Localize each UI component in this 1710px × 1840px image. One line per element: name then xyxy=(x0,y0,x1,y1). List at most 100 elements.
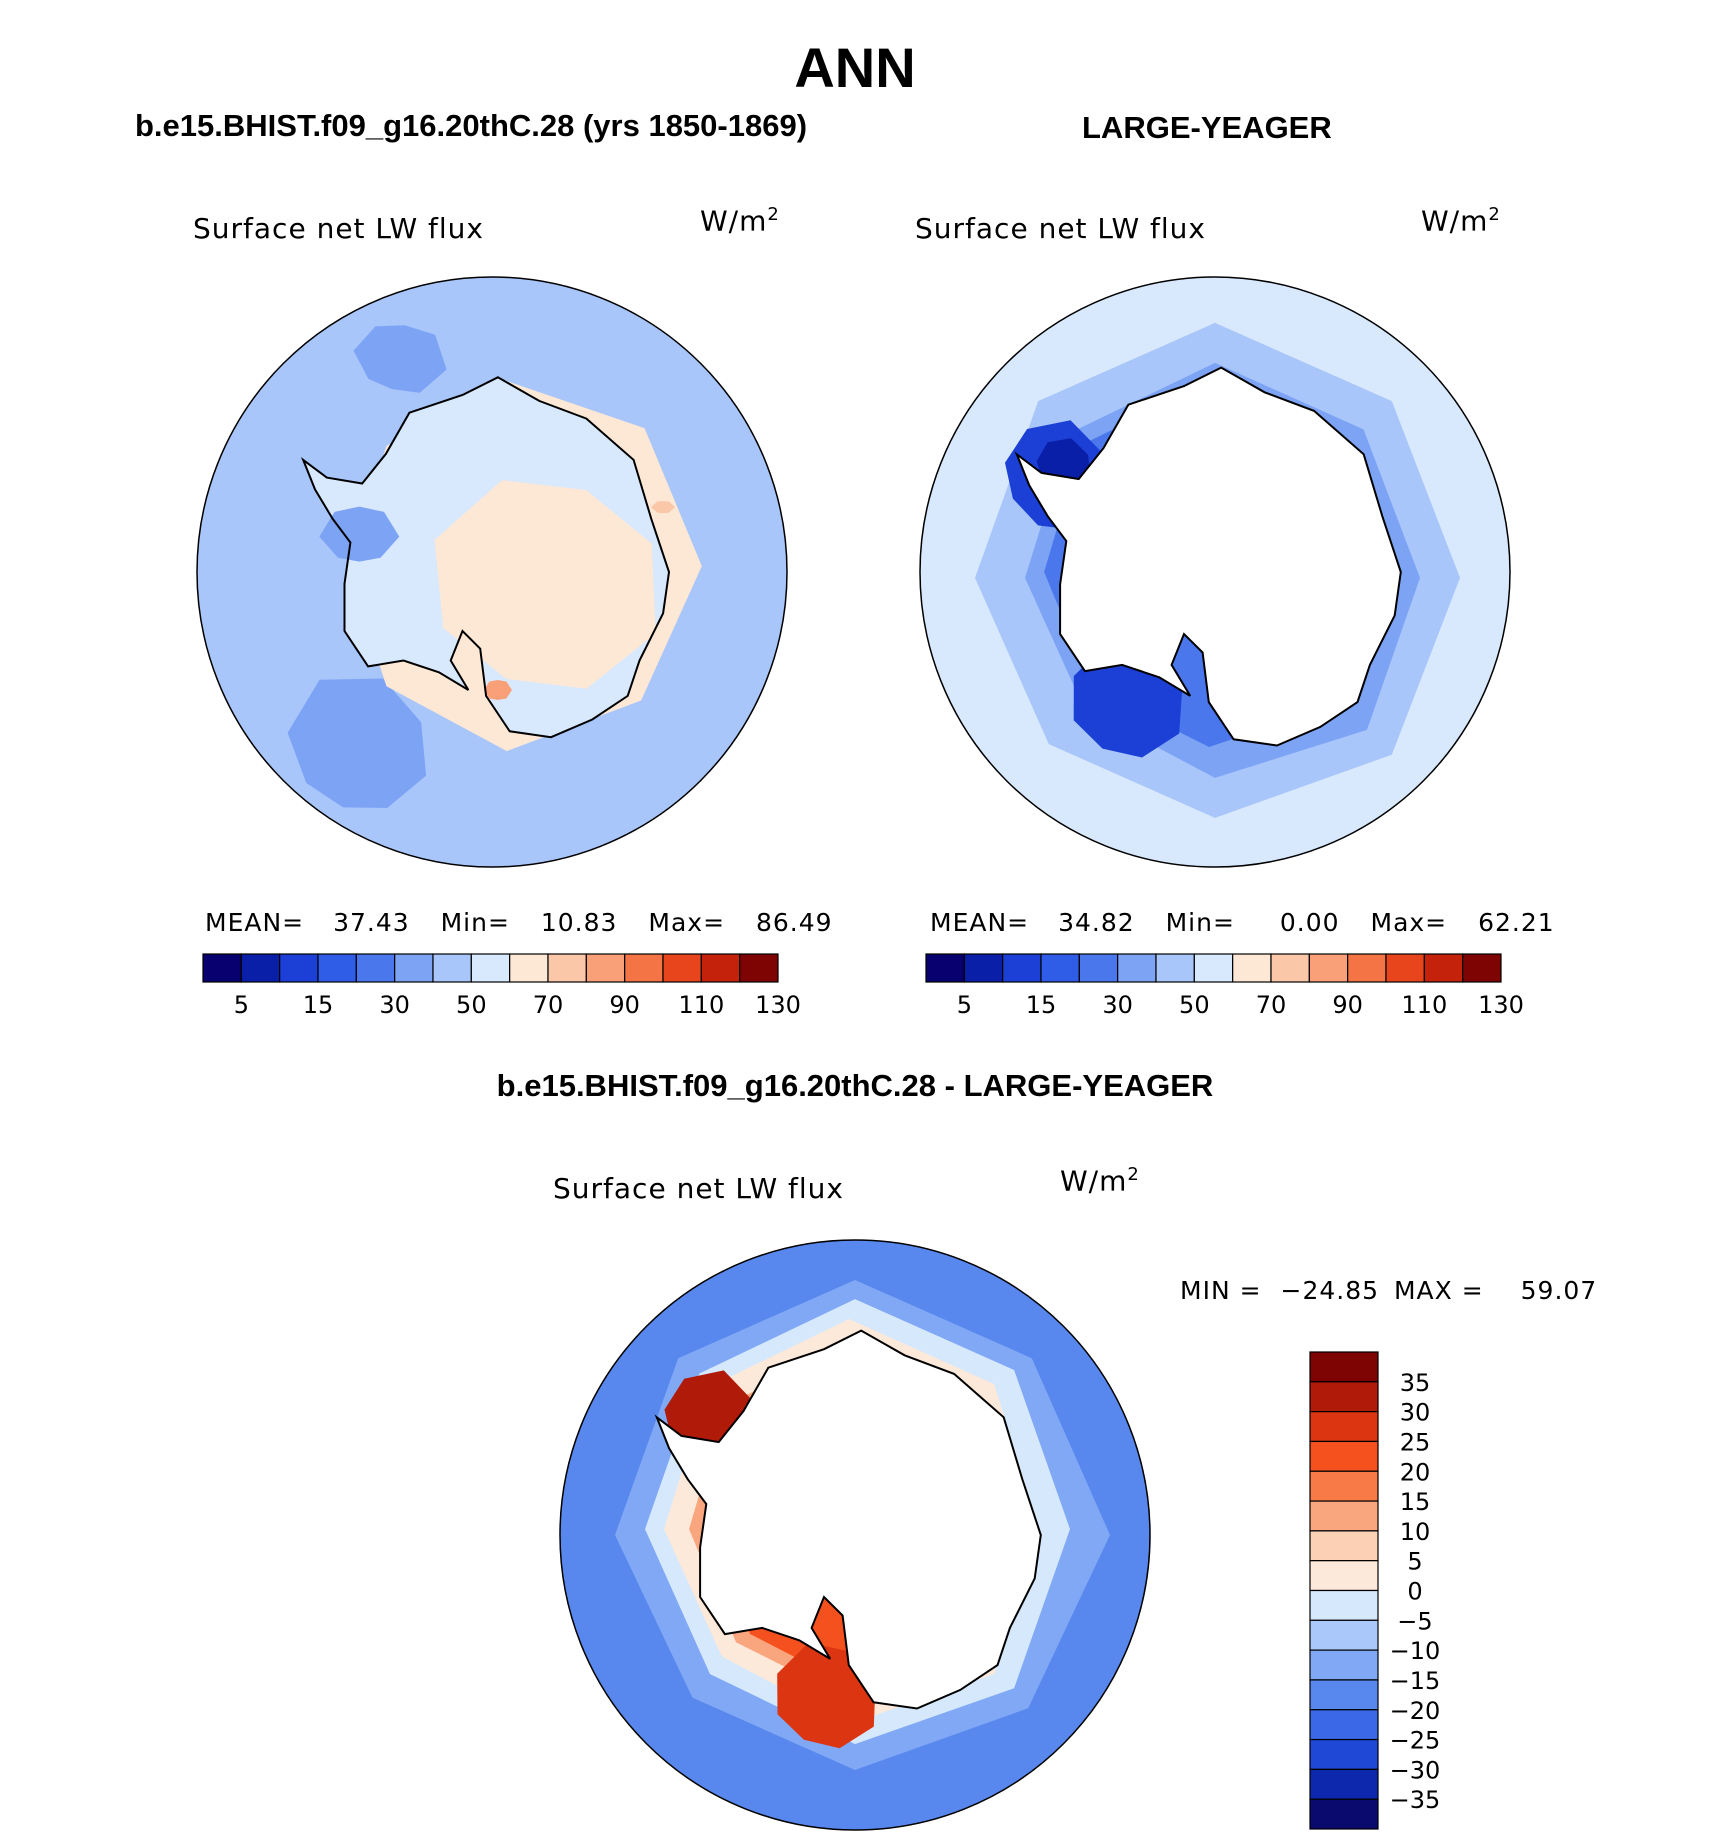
panel-2-mean-value: 34.82 xyxy=(1058,908,1135,937)
colorbar-cell xyxy=(1309,1709,1379,1741)
panel-2-mean-label: MEAN= xyxy=(930,908,1030,937)
colorbar-tick-label: 70 xyxy=(533,991,564,1019)
colorbar-cell xyxy=(624,953,664,983)
panel-3-max-value: 59.07 xyxy=(1520,1276,1598,1305)
colorbar-tick-label: −20 xyxy=(1390,1697,1441,1725)
colorbar-cell xyxy=(1347,953,1387,983)
antarctica-coastline xyxy=(1014,366,1402,747)
colorbar-tick-label: 30 xyxy=(1400,1399,1431,1427)
colorbar-cell xyxy=(1232,953,1272,983)
figure-title: ANN xyxy=(794,36,916,99)
panel-2-min-label: Min= xyxy=(1165,908,1235,937)
colorbar-cell xyxy=(1423,953,1464,983)
panel-2-max-label: Max= xyxy=(1370,908,1448,937)
antarctica-masked xyxy=(656,1330,1041,1709)
panel-1-units-base: W/m xyxy=(700,204,768,238)
colorbar-cell xyxy=(1309,1470,1379,1502)
colorbar-cell xyxy=(470,953,511,983)
colorbar-tick-label: 50 xyxy=(456,991,487,1019)
panel-2-max-value: 62.21 xyxy=(1478,908,1555,937)
map-field xyxy=(197,277,787,867)
panel-3-title: b.e15.BHIST.f09_g16.20thC.28 - LARGE-YEA… xyxy=(496,1068,1214,1103)
colorbar-tick-label: 15 xyxy=(1026,991,1057,1019)
low-flux-patch xyxy=(287,678,427,808)
colorbar-tick-label: 130 xyxy=(755,991,801,1019)
low-flux-patch xyxy=(353,325,447,393)
colorbar-cell xyxy=(739,953,779,983)
panel-1-mean-value: 37.43 xyxy=(333,908,410,937)
panel-3-min-value: −24.85 xyxy=(1280,1276,1380,1305)
colorbar-cell xyxy=(925,953,965,983)
colorbar-tick-label: 15 xyxy=(1400,1488,1431,1516)
colorbar-cell xyxy=(355,953,396,983)
colorbar-cell xyxy=(1117,953,1157,983)
colorbar-cell xyxy=(432,953,472,983)
panel-1-stats: MEAN= 37.43 Min= 10.83 Max= 86.49 xyxy=(205,908,833,937)
panel-2-variable-label: Surface net LW flux xyxy=(915,212,1206,245)
colorbar-tick-label: −30 xyxy=(1390,1756,1441,1784)
panel-3-min-label: MIN = xyxy=(1180,1276,1262,1305)
colorbar-cell xyxy=(1309,1738,1379,1770)
antarctica-coastline xyxy=(654,1329,1042,1710)
colorbar-cell xyxy=(547,953,587,983)
antarctica-coastline xyxy=(300,376,671,739)
colorbar-tick-label: 30 xyxy=(379,991,410,1019)
colorbar-tick-label: 50 xyxy=(1179,991,1210,1019)
colorbar-cell xyxy=(1309,1589,1379,1621)
panel-3-variable-label: Surface net LW flux xyxy=(553,1172,844,1205)
colorbar-cell xyxy=(1309,1768,1379,1800)
plateau-patch xyxy=(434,480,656,689)
colorbar-cell xyxy=(1385,953,1425,983)
colorbar-tick-label: −35 xyxy=(1390,1786,1441,1814)
map-panel-2 xyxy=(919,276,1511,868)
colorbar-tick-label: 10 xyxy=(1400,1518,1431,1546)
colorbar-cell xyxy=(1309,1649,1379,1681)
colorbar-tick-label: 5 xyxy=(234,991,249,1019)
colorbar-tick-label: 110 xyxy=(1401,991,1447,1019)
map-panel-1 xyxy=(196,276,788,868)
colorbar-tick-label: 25 xyxy=(1400,1428,1431,1456)
colorbar-cell xyxy=(963,953,1004,983)
colorbar-tick-label: 130 xyxy=(1478,991,1524,1019)
map-boundary-circle xyxy=(919,276,1511,868)
colorbar-cell xyxy=(1078,953,1119,983)
colorbar-tick-label: −25 xyxy=(1390,1727,1441,1755)
colorbar-tick-label: 35 xyxy=(1400,1369,1431,1397)
colorbar-panel-1: 5 15 30 50 70 90 110 130 xyxy=(202,953,801,1019)
map-boundary-circle xyxy=(559,1239,1151,1831)
colorbar-tick-label: 110 xyxy=(678,991,724,1019)
colorbar-cell xyxy=(317,953,357,983)
colorbar-cell xyxy=(1309,1619,1379,1651)
colorbar-tick-label: 90 xyxy=(1332,991,1363,1019)
colorbar-cell xyxy=(1309,1530,1379,1562)
colorbar-cell xyxy=(1040,953,1080,983)
colorbar-tick-label: −10 xyxy=(1390,1637,1441,1665)
colorbar-tick-label: −15 xyxy=(1390,1667,1441,1695)
panel-1-title: b.e15.BHIST.f09_g16.20thC.28 (yrs 1850-1… xyxy=(135,108,808,143)
colorbar-cell xyxy=(279,953,319,983)
map-field xyxy=(920,277,1510,867)
panel-3-units: W/m2 xyxy=(1060,1164,1140,1197)
panel-3-units-sup: 2 xyxy=(1127,1164,1140,1185)
panel-1-min-label: Min= xyxy=(440,908,510,937)
colorbar-cell xyxy=(394,953,434,983)
colorbar-tick-label: 30 xyxy=(1102,991,1133,1019)
colorbar-cell xyxy=(1193,953,1234,983)
colorbar-cell xyxy=(700,953,741,983)
panel-2-stats: MEAN= 34.82 Min= 0.00 Max= 62.21 xyxy=(930,908,1555,937)
colorbar-panel-2: 5 15 30 50 70 90 110 130 xyxy=(925,953,1524,1019)
colorbar-cell xyxy=(662,953,702,983)
map-panel-3 xyxy=(559,1239,1151,1831)
map-field xyxy=(560,1240,1150,1830)
colorbar-cell xyxy=(240,953,281,983)
colorbar-tick-label: 70 xyxy=(1256,991,1287,1019)
panel-1-max-label: Max= xyxy=(648,908,726,937)
panel-2-units-sup: 2 xyxy=(1488,204,1501,225)
panel-1-units-sup: 2 xyxy=(767,204,780,225)
colorbar-cell xyxy=(1309,1411,1379,1443)
colorbar-tick-label: 15 xyxy=(303,991,334,1019)
colorbar-cell xyxy=(1002,953,1042,983)
panel-2-min-value: 0.00 xyxy=(1279,908,1340,937)
warm-spot xyxy=(651,501,676,514)
panel-3-stats: MIN = −24.85 MAX = 59.07 xyxy=(1180,1276,1597,1305)
